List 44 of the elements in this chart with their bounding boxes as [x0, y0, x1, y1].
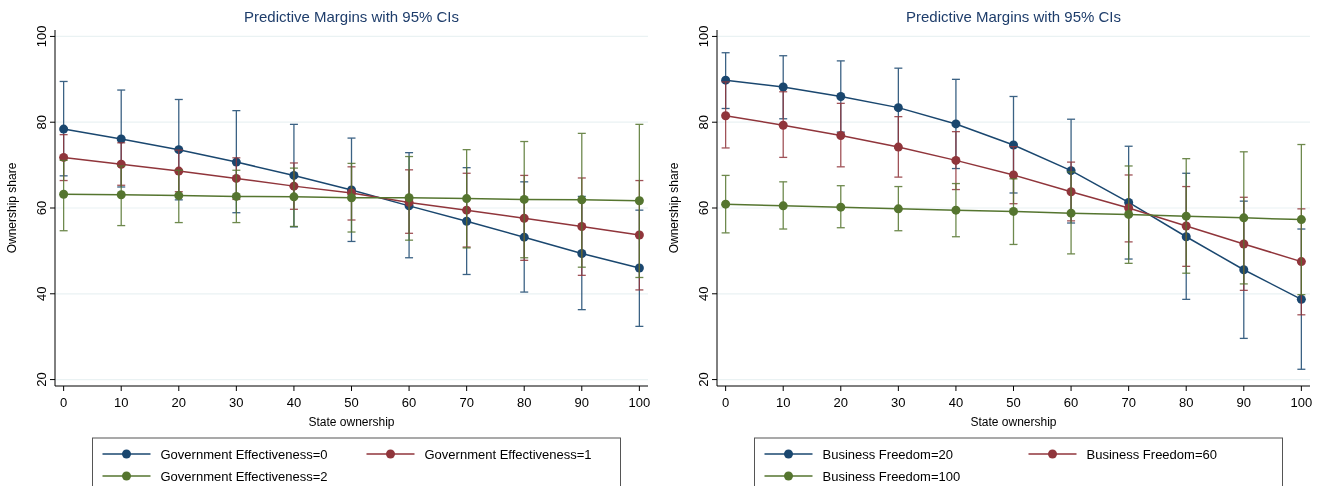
x-tick-label: 20 — [171, 395, 187, 410]
x-tick-label: 70 — [459, 395, 474, 410]
x-tick-label: 50 — [344, 395, 359, 410]
x-axis-title: State ownership — [308, 415, 395, 429]
legend-label: Business Freedom=20 — [822, 446, 953, 462]
x-axis-title: State ownership — [970, 415, 1057, 429]
y-tick-label: 80 — [696, 114, 711, 130]
x-tick-label: 20 — [833, 395, 849, 410]
x-tick-label: 10 — [113, 395, 129, 410]
y-tick-label: 100 — [34, 25, 49, 48]
legend-label: Government Effectiveness=0 — [160, 446, 328, 462]
x-tick-label: 70 — [1121, 395, 1136, 410]
x-tick-label: 10 — [775, 395, 791, 410]
chart-title: Predictive Margins with 95% CIs — [905, 8, 1122, 25]
x-tick-label: 80 — [516, 395, 532, 410]
x-tick-label: 90 — [1236, 395, 1252, 410]
x-tick-label: 40 — [948, 395, 964, 410]
y-tick-label: 60 — [34, 200, 49, 216]
y-tick-label: 20 — [696, 372, 711, 387]
legend-label: Business Freedom=100 — [822, 468, 961, 484]
legend-label: Government Effectiveness=1 — [424, 446, 592, 462]
y-axis-title: Ownership share — [667, 162, 681, 254]
legend-label: Government Effectiveness=2 — [160, 468, 328, 484]
x-tick-label: 100 — [628, 395, 651, 410]
x-tick-label: 90 — [574, 395, 590, 410]
y-tick-label: 80 — [34, 114, 49, 130]
y-tick-label: 40 — [696, 286, 711, 302]
x-tick-label: 30 — [229, 395, 244, 410]
y-tick-label: 40 — [34, 286, 49, 302]
y-tick-label: 20 — [34, 372, 49, 387]
y-axis-title: Ownership share — [5, 162, 19, 254]
x-tick-label: 80 — [1178, 395, 1194, 410]
x-tick-label: 30 — [891, 395, 906, 410]
x-tick-label: 60 — [1063, 395, 1079, 410]
y-tick-label: 100 — [696, 25, 711, 48]
x-tick-label: 60 — [401, 395, 417, 410]
x-tick-label: 0 — [722, 395, 730, 410]
x-tick-label: 40 — [286, 395, 302, 410]
x-tick-label: 50 — [1006, 395, 1021, 410]
x-tick-label: 100 — [1290, 395, 1313, 410]
legend-label: Business Freedom=60 — [1086, 446, 1217, 462]
x-tick-label: 0 — [60, 395, 68, 410]
y-tick-label: 60 — [696, 200, 711, 216]
chart-title: Predictive Margins with 95% CIs — [243, 8, 460, 25]
